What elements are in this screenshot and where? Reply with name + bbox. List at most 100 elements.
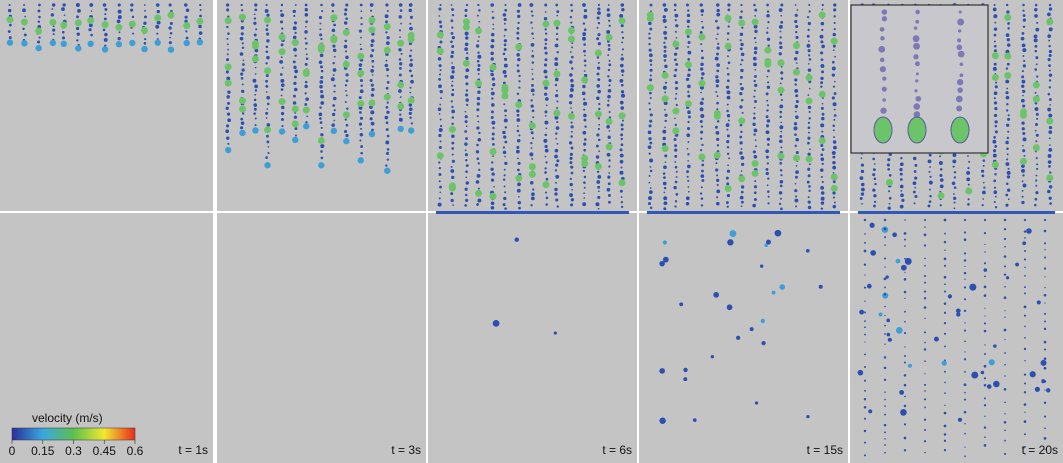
droplet [451,199,454,202]
droplet [834,81,836,83]
droplet [104,8,107,11]
droplet [571,56,574,59]
droplet [984,244,985,245]
droplet [409,69,412,72]
droplet [809,163,811,165]
droplet [266,91,268,93]
droplet [370,3,374,7]
droplet [807,142,810,145]
droplet [924,290,926,292]
droplet [664,37,667,40]
droplet [649,182,651,184]
droplet [439,197,441,199]
droplet [674,144,677,147]
droplet [900,162,904,166]
droplet [884,306,886,308]
droplet [37,41,40,44]
droplet [717,33,719,35]
droplet [267,103,270,106]
droplet [727,32,730,35]
droplet [964,383,967,386]
droplet [360,145,363,148]
droplet [439,113,441,115]
droplet [334,56,336,58]
droplet [984,436,986,438]
droplet [597,27,599,29]
droplet [819,91,826,98]
droplet [450,40,453,43]
droplet [516,32,519,35]
droplet [700,137,702,139]
droplet [1049,4,1051,6]
droplet [916,72,919,75]
droplet [490,168,493,171]
droplet [924,384,926,386]
droplet [477,115,479,117]
droplet [821,45,825,49]
droplet [1049,79,1051,81]
droplet [1004,339,1005,340]
droplet [993,381,1000,388]
droplet [466,4,468,6]
droplet [993,136,996,139]
droplet [571,172,574,175]
droplet [320,150,323,153]
droplet [944,449,946,451]
droplet [360,133,363,136]
droplet [477,138,481,142]
droplet [648,137,651,140]
droplet [1006,33,1010,37]
droplet [727,206,729,208]
droplet [331,77,335,81]
droplet [571,122,573,124]
droplet [904,311,906,313]
droplet [1049,137,1051,139]
droplet [504,64,508,68]
droplet [595,50,602,57]
droplet [397,40,404,47]
droplet [118,10,122,14]
droplet [822,9,824,11]
droplet [983,182,985,184]
droplet [1022,10,1024,12]
droplet [227,91,230,94]
droplet [929,195,931,197]
droplet [398,48,401,51]
droplet [490,45,494,49]
droplet [913,103,920,110]
droplet [556,121,558,123]
droplet [716,196,718,198]
droplet [264,17,271,24]
droplet [1008,114,1010,116]
droplet [728,25,730,27]
droplet [544,171,547,174]
droplet [795,36,798,39]
droplet [904,258,906,260]
droplet [864,380,866,382]
droplet [492,137,495,140]
droplet [517,58,520,61]
droplet [104,17,107,20]
droplet [861,188,865,192]
droplet [282,67,284,69]
droplet [964,259,966,261]
droplet [1035,92,1037,94]
droplet [439,25,442,28]
droplet [478,73,480,75]
droplet [767,162,769,164]
droplet [463,60,470,67]
droplet [675,200,677,202]
droplet [305,13,309,17]
droplet [319,85,323,89]
droplet [452,14,454,16]
droplet [834,28,836,30]
droplet [993,8,997,12]
droplet [820,144,823,147]
droplet [332,10,334,12]
droplet [659,418,665,424]
droplet [754,155,758,159]
droplet [465,188,468,191]
droplet [995,82,997,84]
droplet [1005,91,1008,94]
droplet [344,8,347,11]
